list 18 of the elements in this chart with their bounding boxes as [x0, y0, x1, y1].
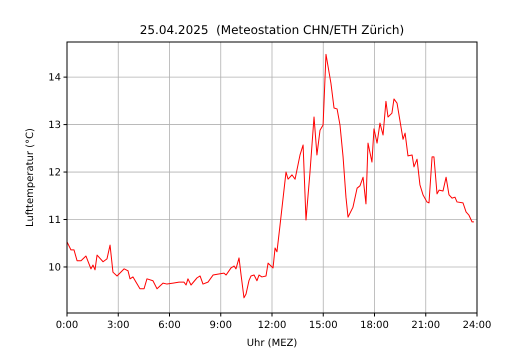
x-tick-label: 15:00 — [308, 320, 338, 331]
y-tick-label: 14 — [48, 72, 61, 84]
y-tick-label: 13 — [48, 120, 61, 132]
x-tick-label: 6:00 — [158, 320, 181, 331]
chart-title: 25.04.2025 (Meteostation CHN/ETH Zürich) — [140, 23, 404, 37]
x-tick-label: 18:00 — [360, 320, 389, 331]
x-tick-label: 9:00 — [210, 320, 232, 331]
x-tick-label: 0:00 — [56, 320, 78, 331]
y-tick-label: 10 — [48, 262, 61, 274]
x-tick-label: 3:00 — [107, 320, 130, 331]
x-axis-title: Uhr (MEZ) — [246, 338, 298, 349]
x-tick-label: 12:00 — [258, 320, 286, 331]
y-tick-label: 12 — [48, 168, 61, 179]
x-tick-label: 21:00 — [411, 320, 440, 331]
x-tick-label: 24:00 — [462, 320, 492, 331]
y-tick-label: 11 — [48, 215, 61, 226]
line-series — [66, 54, 474, 298]
y-axis-title: Lufttemperatur (°C) — [25, 128, 36, 227]
